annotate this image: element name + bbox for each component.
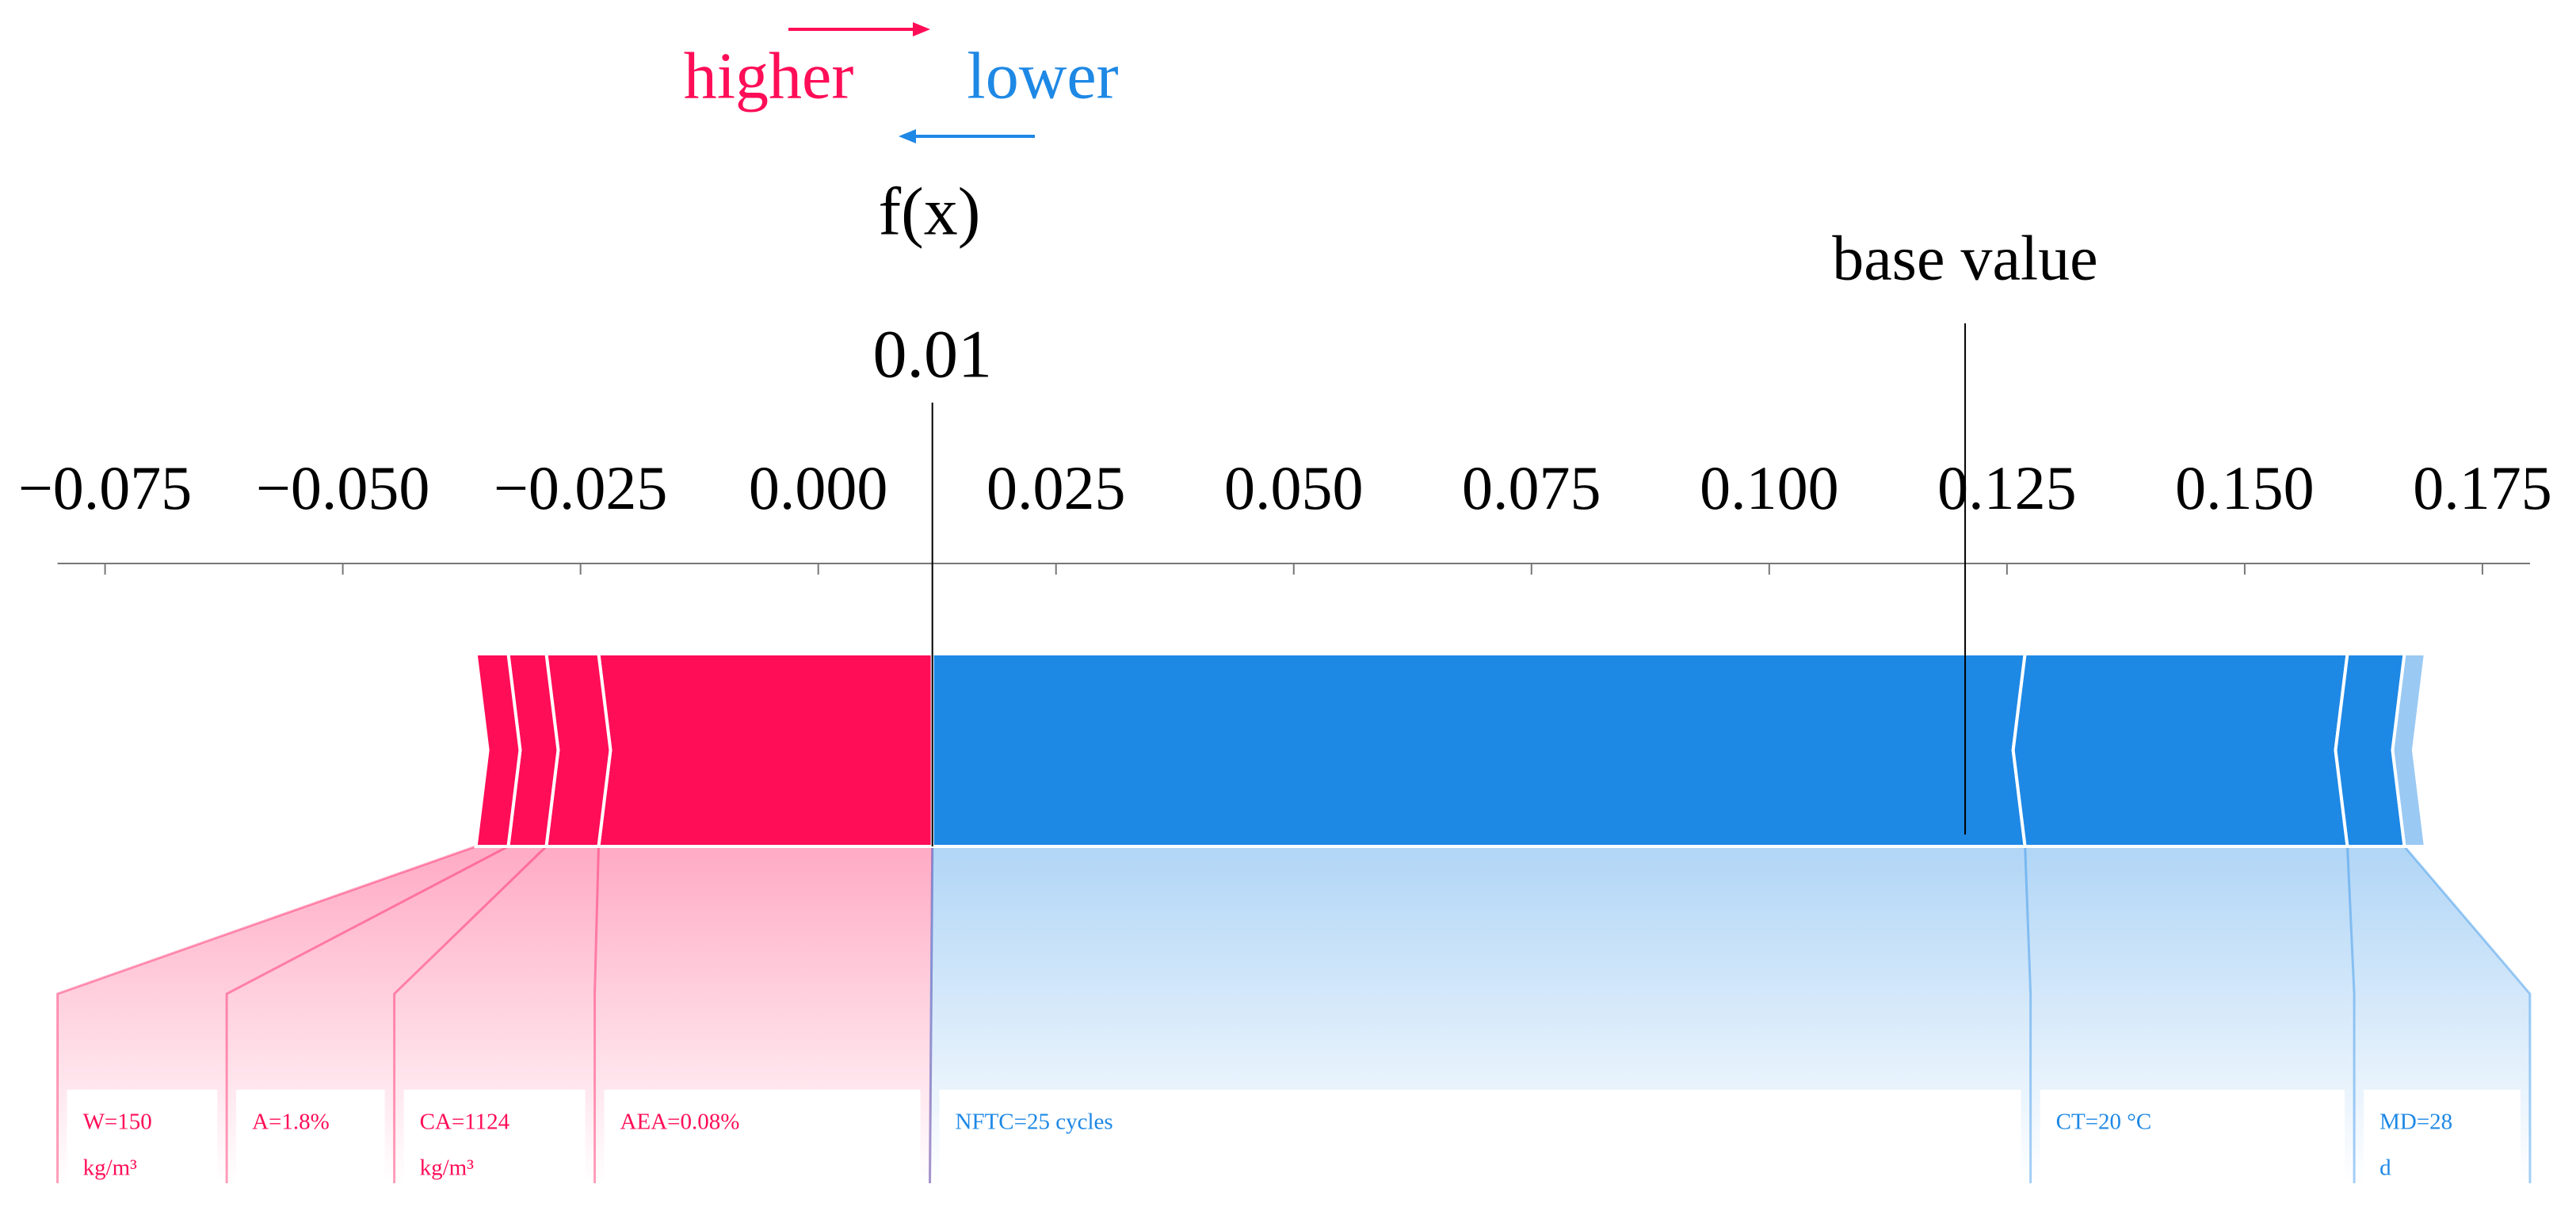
label-box xyxy=(67,1090,218,1183)
label-box xyxy=(604,1090,921,1183)
x-tick-label: −0.075 xyxy=(18,453,193,522)
feature-label: NFTC=25 cycles xyxy=(956,1110,1113,1135)
connector-edge xyxy=(929,846,934,1184)
x-tick-label: 0.125 xyxy=(1937,453,2077,522)
x-tick-label: 0.100 xyxy=(1700,453,1839,522)
force-bar xyxy=(474,652,2428,848)
connector-edge xyxy=(56,845,477,1183)
x-tick-label: 0.050 xyxy=(1224,453,1364,522)
label-box xyxy=(236,1090,385,1183)
base-label: base value xyxy=(1832,223,2097,293)
label-box xyxy=(939,1090,2021,1183)
feature-label: d xyxy=(2379,1156,2391,1181)
feature-labels: AEA=0.08% CA=1124 kg/m³ A=1.8% W=150 kg/m³ NFT… xyxy=(67,1090,2521,1183)
feature-label: AEA=0.08% xyxy=(620,1110,740,1135)
force-segment xyxy=(930,652,2027,848)
label-box xyxy=(403,1090,586,1183)
legend-arrowhead-higher xyxy=(913,22,930,36)
feature-label: CT=20 °C xyxy=(2056,1110,2152,1135)
legend-lower: lower xyxy=(967,39,1118,113)
x-tick-label: 0.000 xyxy=(749,453,888,522)
feature-label: kg/m³ xyxy=(420,1156,475,1181)
feature-label: CA=1124 xyxy=(420,1110,510,1135)
output-label: f(x) xyxy=(879,174,981,250)
force-segment xyxy=(2391,652,2428,848)
x-tick-label: 0.025 xyxy=(987,453,1126,522)
output-value: 0.01 xyxy=(872,316,992,392)
force-segment xyxy=(597,652,934,848)
x-tick-label: 0.150 xyxy=(2175,453,2315,522)
feature-label: kg/m³ xyxy=(83,1156,138,1181)
x-tick-label: −0.025 xyxy=(494,453,668,522)
legend-higher: higher xyxy=(684,39,854,113)
legend-arrowhead-lower xyxy=(899,129,916,143)
connector-edge xyxy=(2403,846,2532,1183)
label-box xyxy=(2364,1090,2521,1183)
x-tick-label: 0.075 xyxy=(1462,453,1601,522)
label-box xyxy=(2040,1090,2345,1183)
x-tick-label: 0.175 xyxy=(2413,453,2552,522)
feature-label: W=150 xyxy=(83,1110,152,1135)
force-segment xyxy=(474,652,522,848)
force-segment xyxy=(2011,652,2349,848)
feature-label: A=1.8% xyxy=(252,1110,330,1135)
feature-label: MD=28 xyxy=(2379,1110,2452,1135)
x-tick-label: −0.050 xyxy=(256,453,430,522)
